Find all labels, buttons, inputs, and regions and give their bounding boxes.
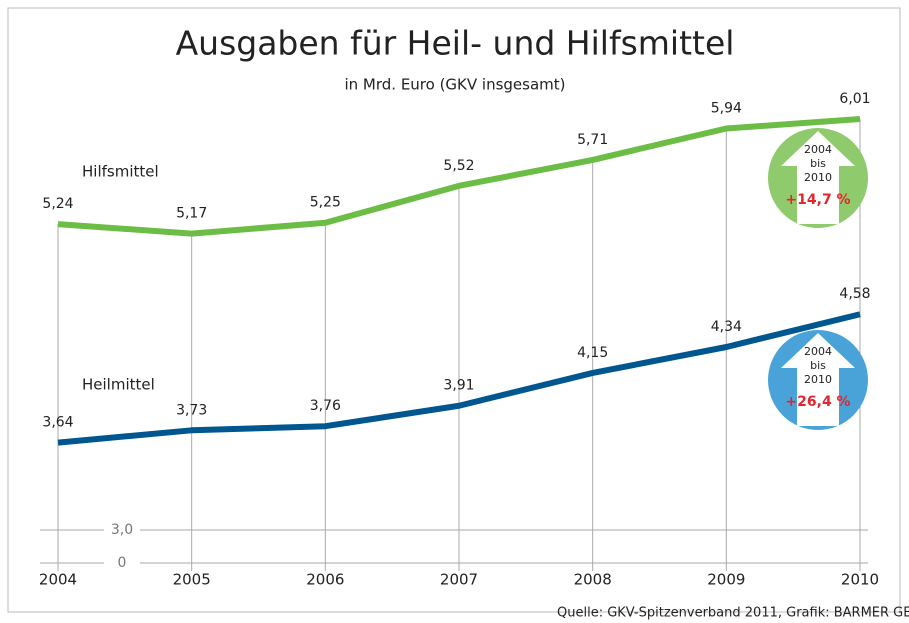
series-label: Hilfsmittel [82, 163, 159, 181]
badge-change: +26,4 % [785, 394, 850, 410]
data-label: 6,01 [839, 91, 870, 107]
chart-title: Ausgaben für Heil- und Hilfsmittel [176, 24, 735, 63]
data-label: 4,34 [711, 319, 742, 335]
series-label: Heilmittel [82, 376, 155, 394]
data-label: 5,24 [42, 196, 73, 212]
data-label: 4,15 [577, 345, 608, 361]
data-label: 4,58 [839, 286, 870, 302]
frame [7, 7, 901, 613]
data-label: 5,17 [176, 206, 207, 222]
x-tick-label: 2009 [707, 571, 745, 589]
badge-text: 2010 [804, 373, 832, 386]
badge-text: bis [810, 157, 826, 170]
x-tick-label: 2007 [440, 571, 478, 589]
data-label: 3,64 [42, 415, 73, 431]
x-tick-label: 2006 [306, 571, 344, 589]
x-tick-label: 2008 [574, 571, 612, 589]
data-label: 3,73 [176, 402, 207, 418]
y-tick-label: 3,0 [111, 522, 133, 538]
data-label: 3,76 [310, 398, 341, 414]
x-tick-label: 2004 [39, 571, 77, 589]
data-label: 5,52 [443, 158, 474, 174]
data-label: 5,71 [577, 132, 608, 148]
badge-arrow [781, 333, 855, 426]
badge-text: bis [810, 359, 826, 372]
line [57, 311, 861, 446]
y-tick-label: 0 [118, 555, 127, 571]
chart-subtitle: in Mrd. Euro (GKV insgesamt) [344, 76, 565, 94]
badge-text: 2004 [804, 143, 832, 156]
source: Quelle: GKV-Spitzenverband 2011, Grafik:… [557, 606, 909, 621]
data-label: 5,25 [310, 195, 341, 211]
badge-arrow [781, 131, 855, 224]
x-tick-label: 2005 [173, 571, 211, 589]
line [57, 115, 861, 237]
x-tick-label: 2010 [841, 571, 879, 589]
data-label: 3,91 [443, 378, 474, 394]
badge-text: 2010 [804, 171, 832, 184]
badge-text: 2004 [804, 345, 832, 358]
data-label: 5,94 [711, 101, 742, 117]
badge-change: +14,7 % [785, 192, 850, 208]
